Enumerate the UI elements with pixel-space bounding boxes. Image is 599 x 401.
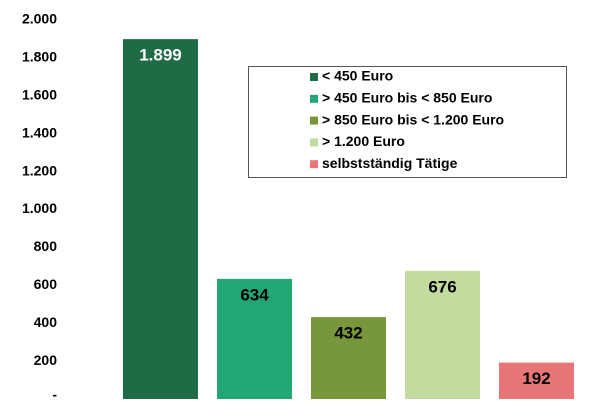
value-label: 676 [428,277,456,296]
y-tick-label: 1.200 [22,162,57,178]
y-tick-label: - [52,387,57,401]
legend-swatch [310,116,318,125]
bar [405,270,480,399]
bar [123,39,198,400]
legend-label: selbstständig Tätige [322,155,458,171]
y-tick-label: 400 [34,314,58,330]
legend-swatch [310,73,318,81]
y-tick-label: 1.400 [22,124,57,140]
legend-swatch [310,160,318,169]
value-label: 192 [522,369,550,388]
value-label: 1.899 [139,46,182,65]
y-tick-label: 800 [34,238,58,254]
value-label: 634 [240,285,269,304]
legend-label: > 450 Euro bis < 850 Euro [322,90,492,106]
bar [217,278,292,399]
legend-swatch [310,138,318,147]
bar [311,317,386,399]
legend-box [248,66,567,178]
legend-label: > 850 Euro bis < 1.200 Euro [322,111,504,127]
y-tick-label: 1.800 [22,49,57,65]
y-tick-label: 600 [34,276,58,292]
legend-label: < 450 Euro [322,68,393,84]
legend-label: > 1.200 Euro [322,133,405,149]
y-tick-label: 1.000 [22,200,57,216]
y-tick-label: 1.600 [22,87,57,103]
legend-swatch [310,94,318,103]
value-label: 432 [334,324,362,343]
y-tick-label: 2.000 [22,11,57,27]
y-tick-label: 200 [34,352,58,368]
bar [499,362,574,399]
